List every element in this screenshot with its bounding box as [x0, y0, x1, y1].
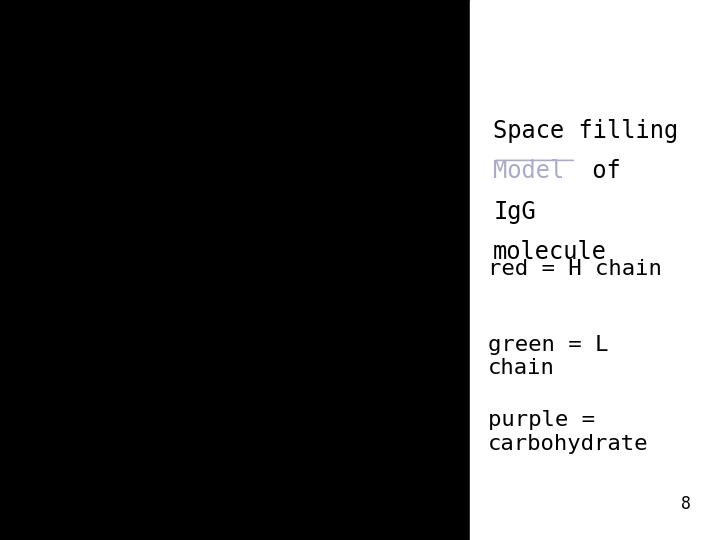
- Text: of: of: [578, 159, 621, 183]
- Text: Space filling: Space filling: [493, 119, 678, 143]
- Text: purple =
carbohydrate: purple = carbohydrate: [488, 410, 649, 454]
- Text: Model: Model: [493, 159, 564, 183]
- Text: red = H chain: red = H chain: [488, 259, 662, 279]
- Bar: [470, 0, 720, 540]
- Bar: [0, 0, 470, 540]
- Text: green = L
chain: green = L chain: [488, 335, 608, 378]
- Text: molecule: molecule: [493, 240, 607, 264]
- Text: IgG: IgG: [493, 200, 536, 224]
- Text: 8: 8: [681, 495, 691, 513]
